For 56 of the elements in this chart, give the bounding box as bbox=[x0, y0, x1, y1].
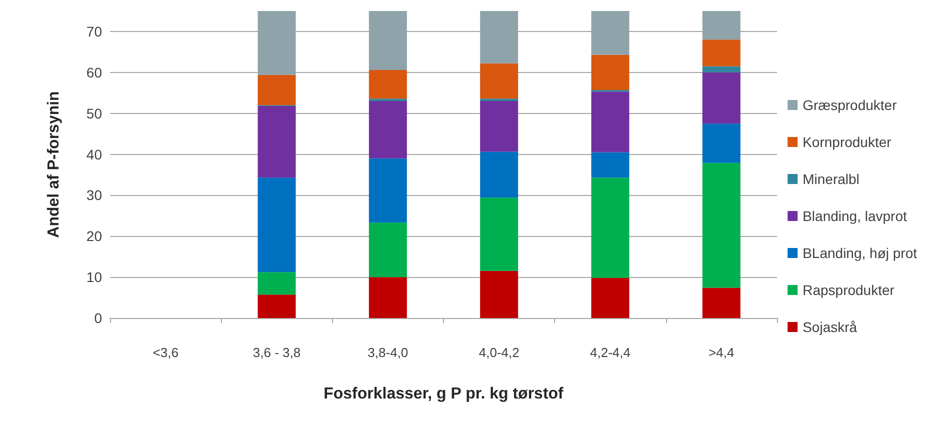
x-tick-label: 3,8-4,0 bbox=[368, 345, 408, 360]
bar bbox=[480, 270, 518, 318]
bar bbox=[702, 124, 740, 163]
bar bbox=[480, 101, 518, 152]
x-tick-label: 4,2-4,4 bbox=[590, 345, 630, 360]
bar bbox=[258, 294, 296, 318]
y-tick-label: 50 bbox=[86, 105, 102, 122]
x-tick-label: <3,6 bbox=[152, 345, 178, 360]
legend-label: Mineralbl bbox=[802, 171, 860, 187]
x-axis-title: Fosforklasser, g P pr. kg tørstof bbox=[324, 386, 564, 402]
legend-label: Rapsprodukter bbox=[802, 282, 895, 298]
bar bbox=[258, 178, 296, 272]
x-tick-label: 4,0-4,2 bbox=[478, 345, 520, 360]
y-tick-label: 40 bbox=[86, 146, 102, 162]
bar bbox=[480, 198, 518, 271]
bar bbox=[702, 40, 740, 66]
bar bbox=[368, 98, 407, 102]
legend-label: Blanding, lavprot bbox=[802, 208, 907, 224]
bar bbox=[368, 158, 407, 223]
bar bbox=[702, 72, 740, 124]
bar bbox=[368, 11, 407, 70]
bar bbox=[591, 11, 630, 55]
bar bbox=[591, 278, 630, 318]
bar bbox=[368, 101, 407, 158]
y-tick-label: 10 bbox=[86, 269, 102, 286]
legend-label: Sojaskrå bbox=[802, 319, 858, 335]
bar bbox=[480, 11, 518, 64]
bar bbox=[368, 277, 407, 318]
y-tick-label: 60 bbox=[86, 64, 102, 80]
legend-label: BLanding, høj prot bbox=[802, 245, 918, 261]
bar bbox=[702, 288, 740, 318]
bar bbox=[258, 106, 296, 178]
bar bbox=[702, 162, 740, 288]
bar bbox=[591, 178, 630, 278]
y-tick-label: 30 bbox=[86, 187, 102, 204]
bar bbox=[368, 70, 407, 99]
bar bbox=[368, 222, 407, 278]
y-tick-label: 70 bbox=[86, 23, 102, 40]
y-axis-title: Andel af P-forsynin bbox=[46, 91, 62, 238]
y-tick-label: 0 bbox=[94, 310, 102, 326]
legend-label: Kornprodukter bbox=[802, 134, 892, 150]
bar bbox=[258, 272, 296, 295]
bar bbox=[702, 66, 740, 72]
x-tick-label: 3,6 - 3,8 bbox=[252, 345, 301, 360]
bar bbox=[591, 92, 630, 152]
bar bbox=[480, 98, 518, 102]
bar bbox=[258, 74, 296, 106]
bar bbox=[258, 11, 296, 75]
x-tick-label: >4,4 bbox=[708, 345, 734, 360]
bar bbox=[591, 152, 630, 178]
y-tick-label: 20 bbox=[86, 228, 102, 244]
legend-label: Græsprodukter bbox=[802, 97, 898, 113]
bar bbox=[702, 11, 740, 40]
bar bbox=[591, 54, 630, 90]
bar bbox=[480, 63, 518, 99]
bar bbox=[480, 152, 518, 198]
